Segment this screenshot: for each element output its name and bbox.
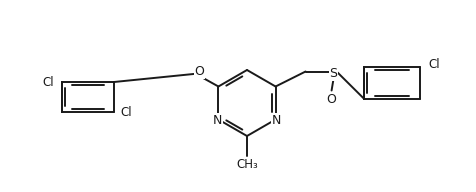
Text: S: S [329,67,337,80]
Text: N: N [213,114,222,127]
Text: Cl: Cl [428,59,439,71]
Text: Cl: Cl [42,75,54,89]
Text: O: O [195,65,204,78]
Text: Cl: Cl [120,107,132,119]
Text: N: N [272,114,281,127]
Text: O: O [327,93,337,106]
Text: CH₃: CH₃ [236,159,258,171]
